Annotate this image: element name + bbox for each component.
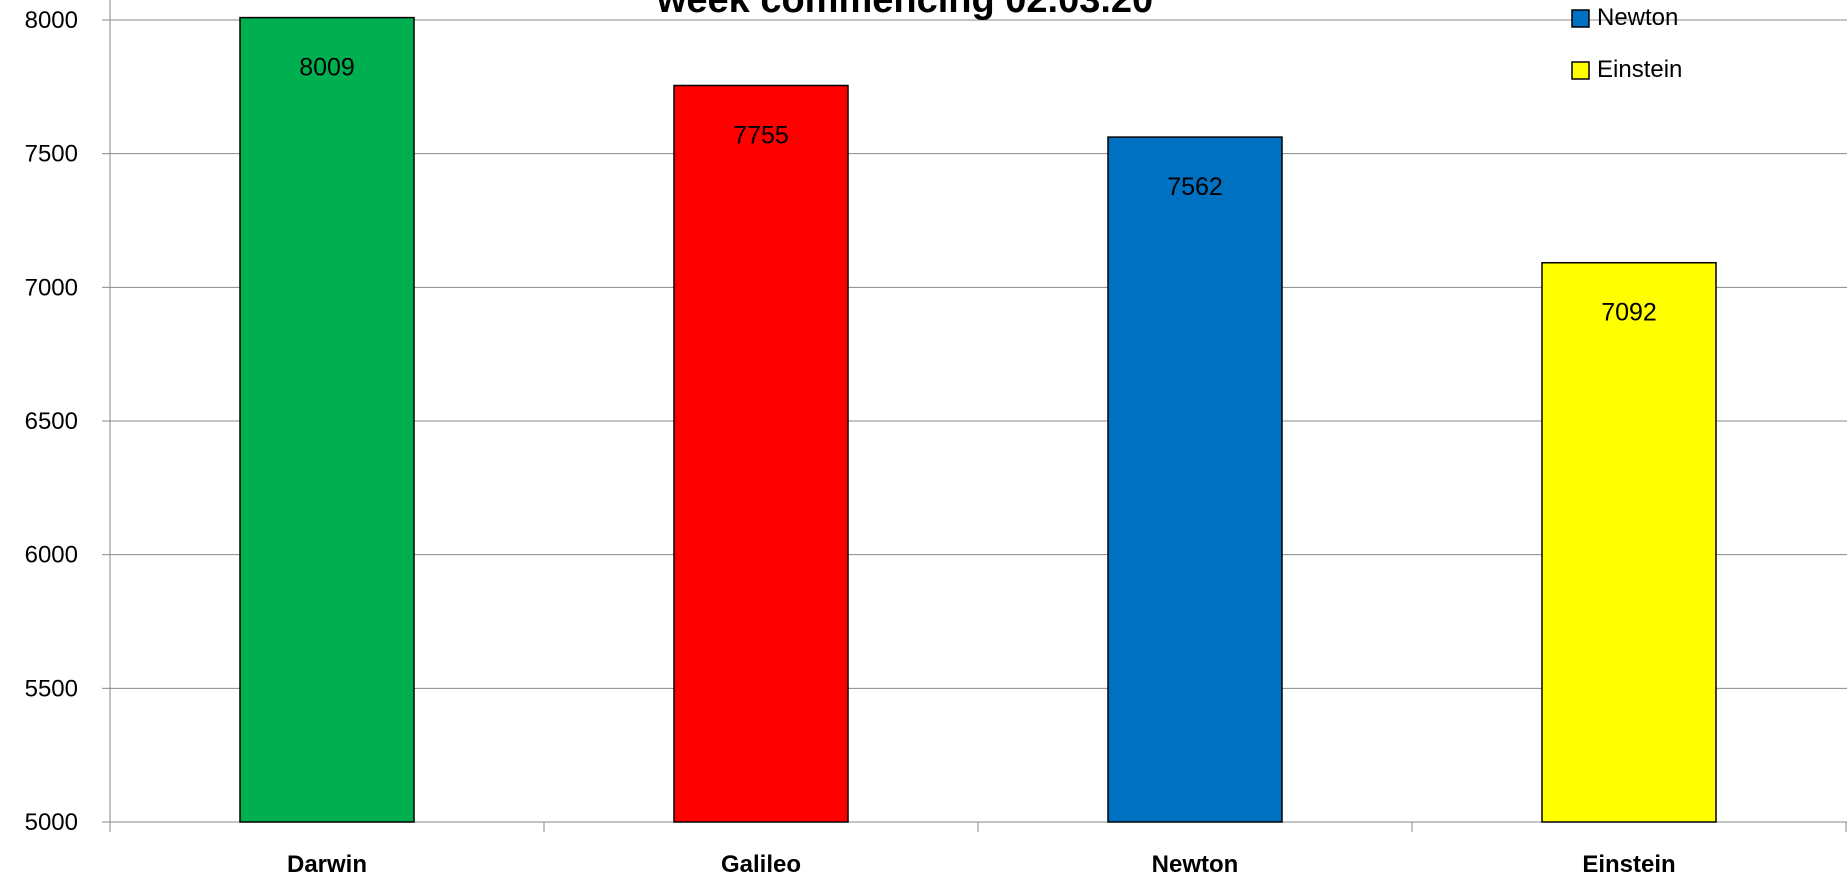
legend-swatch-einstein <box>1571 61 1590 80</box>
bar-darwin <box>239 16 415 823</box>
y-tick-label: 6000 <box>25 542 78 569</box>
y-tick-label: 8000 <box>25 7 78 34</box>
legend: Newton Einstein <box>1571 4 1682 83</box>
y-tick-labels: 5000 5500 6000 6500 7000 7500 8000 <box>25 7 78 836</box>
legend-label-einstein: Einstein <box>1597 56 1682 83</box>
y-tick-label: 5500 <box>25 675 78 702</box>
data-label-einstein: 7092 <box>1601 299 1657 327</box>
x-tick-label-einstein: Einstein <box>1582 851 1675 878</box>
x-tick-label-newton: Newton <box>1152 851 1239 878</box>
bar-newton <box>1107 136 1283 823</box>
bar-galileo <box>673 84 849 823</box>
chart-title: week commencing 02.03.20 <box>656 0 1153 21</box>
legend-swatch-newton <box>1571 9 1590 28</box>
y-tick-label: 7000 <box>25 274 78 301</box>
legend-label-newton: Newton <box>1597 4 1678 31</box>
data-label-darwin: 8009 <box>299 54 355 82</box>
data-labels: 8009 7755 7562 7092 <box>299 54 1657 327</box>
bar-einstein <box>1541 261 1717 823</box>
bars <box>239 16 1717 823</box>
x-tick-label-darwin: Darwin <box>287 851 367 878</box>
y-tick-label: 6500 <box>25 408 78 435</box>
x-tick-label-galileo: Galileo <box>721 851 801 878</box>
data-label-newton: 7562 <box>1167 173 1223 201</box>
y-tick-label: 7500 <box>25 141 78 168</box>
data-label-galileo: 7755 <box>733 121 789 149</box>
x-tick-labels: Darwin Galileo Newton Einstein <box>287 851 1676 878</box>
y-tick-label: 5000 <box>25 809 78 836</box>
